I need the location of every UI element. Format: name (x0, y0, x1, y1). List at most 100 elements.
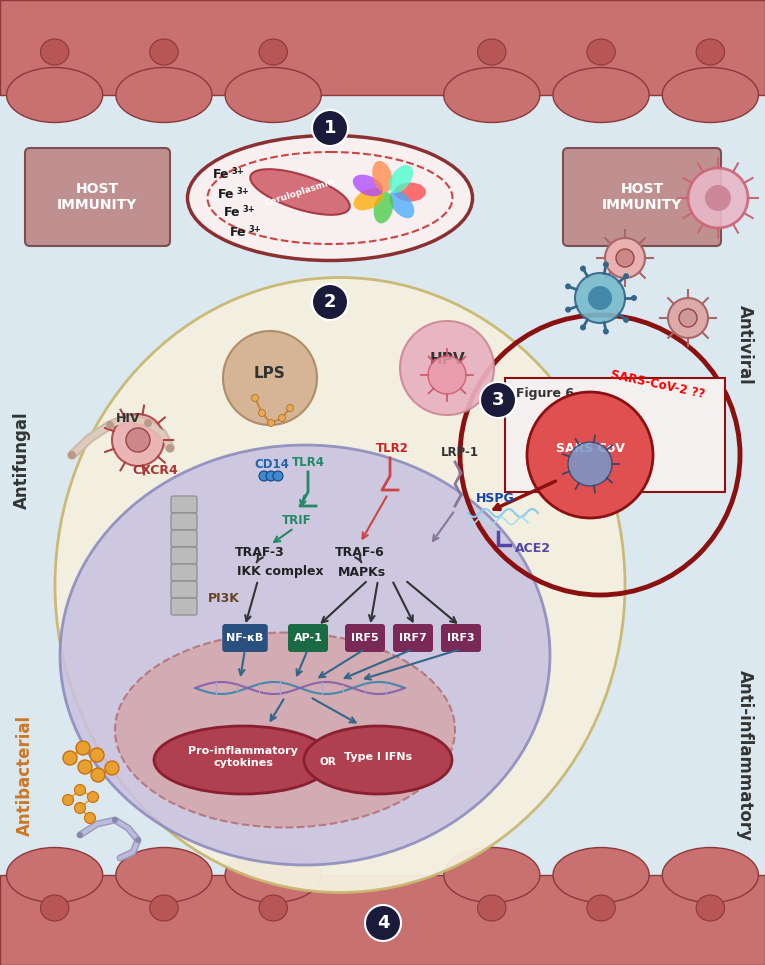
Text: Anti-inflammatory: Anti-inflammatory (736, 670, 754, 841)
Text: Figure 6: Figure 6 (516, 387, 574, 400)
Ellipse shape (55, 278, 625, 893)
Circle shape (252, 395, 259, 401)
Text: Pro-inflammatory
cytokines: Pro-inflammatory cytokines (188, 746, 298, 768)
Text: Fe: Fe (230, 226, 246, 238)
Ellipse shape (587, 39, 615, 65)
Circle shape (588, 286, 612, 310)
Circle shape (78, 760, 92, 774)
Circle shape (112, 817, 118, 823)
FancyBboxPatch shape (171, 496, 197, 513)
Text: 3+: 3+ (248, 225, 261, 234)
Ellipse shape (389, 191, 415, 218)
Text: NF-κB: NF-κB (226, 633, 264, 643)
Circle shape (63, 751, 77, 765)
Text: TLR4: TLR4 (291, 455, 324, 468)
FancyBboxPatch shape (25, 148, 170, 246)
Ellipse shape (7, 68, 103, 123)
Ellipse shape (60, 445, 550, 865)
Ellipse shape (553, 847, 649, 902)
Text: HOST
IMMUNITY: HOST IMMUNITY (602, 181, 682, 212)
Text: MAPKs: MAPKs (338, 565, 386, 578)
Text: HOST
IMMUNITY: HOST IMMUNITY (57, 181, 137, 212)
Circle shape (623, 317, 629, 323)
Circle shape (400, 321, 494, 415)
Circle shape (580, 265, 586, 271)
Text: TRAF-6: TRAF-6 (335, 545, 385, 559)
Text: LRP-1: LRP-1 (441, 446, 479, 458)
Ellipse shape (150, 39, 178, 65)
Ellipse shape (444, 68, 540, 123)
Circle shape (603, 328, 609, 335)
Text: Ceruloplasmin: Ceruloplasmin (264, 177, 336, 207)
Circle shape (273, 471, 283, 481)
FancyBboxPatch shape (563, 148, 721, 246)
Circle shape (266, 471, 276, 481)
Ellipse shape (150, 895, 178, 921)
Circle shape (365, 905, 401, 941)
FancyBboxPatch shape (171, 530, 197, 547)
Ellipse shape (7, 847, 103, 902)
Circle shape (603, 262, 609, 267)
Circle shape (144, 419, 152, 427)
Circle shape (268, 420, 275, 427)
Circle shape (76, 741, 90, 755)
Circle shape (679, 309, 697, 327)
Circle shape (112, 414, 164, 466)
Ellipse shape (373, 192, 393, 224)
Circle shape (631, 295, 637, 301)
Ellipse shape (389, 165, 413, 193)
Circle shape (668, 298, 708, 338)
Text: IKK complex: IKK complex (237, 565, 324, 578)
Ellipse shape (553, 68, 649, 123)
Ellipse shape (662, 847, 758, 902)
Circle shape (527, 392, 653, 518)
Ellipse shape (41, 39, 69, 65)
Ellipse shape (259, 895, 288, 921)
Text: Antibacterial: Antibacterial (16, 714, 34, 836)
Text: Antifungal: Antifungal (13, 411, 31, 509)
Text: Type I IFNs: Type I IFNs (344, 752, 412, 762)
Circle shape (312, 284, 348, 320)
FancyBboxPatch shape (171, 598, 197, 615)
Ellipse shape (353, 188, 383, 210)
Polygon shape (505, 378, 725, 492)
Circle shape (166, 444, 174, 452)
Text: IRF5: IRF5 (351, 633, 379, 643)
Text: Fe: Fe (224, 207, 240, 219)
Polygon shape (0, 0, 765, 95)
Circle shape (84, 813, 96, 823)
Circle shape (126, 428, 150, 452)
Text: HIV: HIV (116, 411, 140, 425)
Ellipse shape (187, 135, 473, 261)
Circle shape (480, 382, 516, 418)
Text: Fe: Fe (213, 169, 230, 181)
Circle shape (623, 273, 629, 279)
FancyBboxPatch shape (393, 624, 433, 652)
Circle shape (74, 803, 86, 813)
Circle shape (63, 794, 73, 806)
Text: OR: OR (320, 757, 337, 767)
Circle shape (259, 409, 265, 417)
Text: ACE2: ACE2 (515, 541, 551, 555)
Text: LPS: LPS (254, 366, 286, 380)
Circle shape (135, 837, 141, 843)
Circle shape (91, 768, 105, 782)
Circle shape (605, 238, 645, 278)
Text: 2: 2 (324, 293, 337, 311)
Text: 3+: 3+ (231, 168, 244, 177)
Circle shape (575, 273, 625, 323)
Text: 3+: 3+ (236, 186, 249, 196)
FancyBboxPatch shape (171, 564, 197, 581)
Ellipse shape (225, 68, 321, 123)
Text: Antiviral: Antiviral (736, 305, 754, 385)
Ellipse shape (115, 632, 455, 828)
Text: AP-1: AP-1 (294, 633, 322, 643)
Circle shape (68, 451, 76, 459)
Circle shape (568, 442, 612, 486)
Ellipse shape (304, 726, 452, 794)
Text: 3+: 3+ (242, 206, 255, 214)
Ellipse shape (225, 847, 321, 902)
Text: TRAF-3: TRAF-3 (235, 545, 285, 559)
Circle shape (90, 748, 104, 762)
FancyBboxPatch shape (171, 581, 197, 598)
